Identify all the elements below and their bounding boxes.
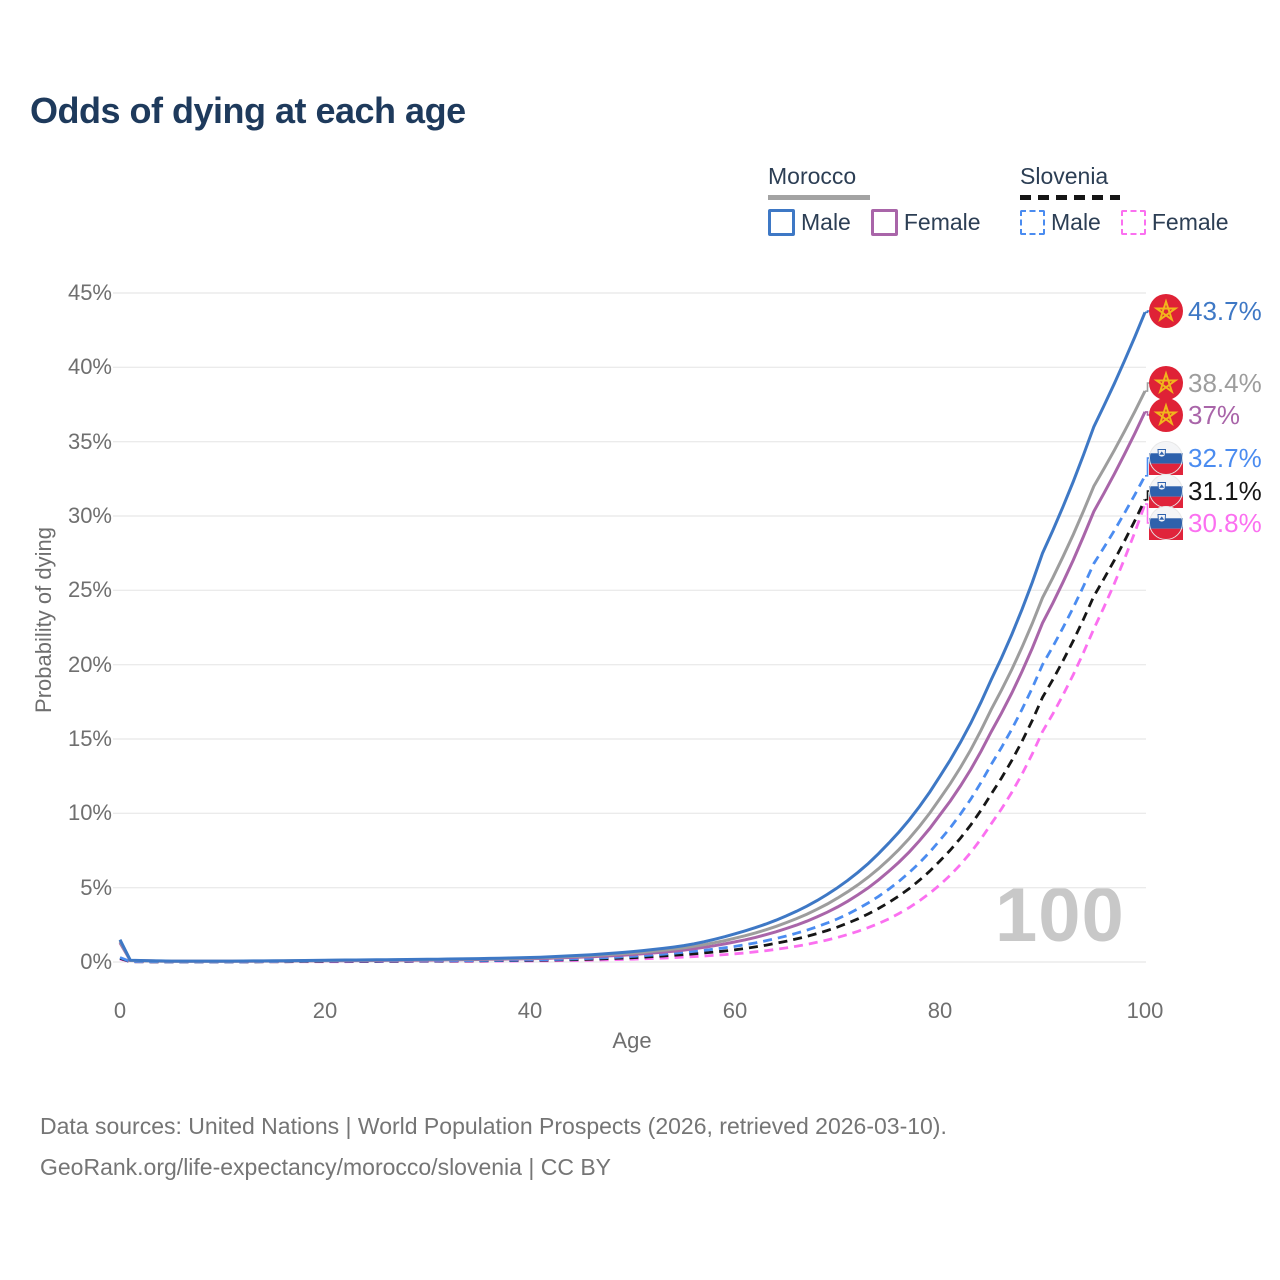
morocco-male-legend-label[interactable]: Male [801, 209, 851, 235]
legend-group-slovenia: Slovenia Male Female [1020, 163, 1243, 236]
slovenia-combined-line-swatch [1020, 195, 1120, 200]
y-tick-label: 5% [80, 874, 112, 900]
y-tick-label: 20% [67, 651, 112, 677]
page-title: Odds of dying at each age [30, 90, 466, 131]
y-tick-label: 0% [80, 949, 112, 974]
end-label-row-slovenia-both-sexes[interactable]: 31.1% [1149, 474, 1262, 508]
footer-line-1: Data sources: United Nations | World Pop… [40, 1113, 947, 1139]
y-tick-label: 30% [67, 502, 112, 528]
morocco-flag-icon [1149, 294, 1183, 328]
x-tick-label: 80 [927, 998, 953, 1023]
end-label-row-slovenia-female[interactable]: 30.8% [1149, 506, 1262, 540]
y-tick-label: 15% [67, 725, 112, 751]
end-label-row-morocco-female[interactable]: 37% [1149, 398, 1240, 432]
slovenia-flag-icon [1149, 474, 1183, 508]
slovenia-female-swatch-icon[interactable] [1120, 210, 1146, 235]
legend-country-morocco[interactable]: Morocco [768, 163, 857, 189]
series-line-morocco-female[interactable] [118, 411, 1147, 963]
end-label-connector [1145, 490, 1150, 501]
x-tick-label: 40 [517, 998, 543, 1023]
footer-line-2[interactable]: GeoRank.org/life-expectancy/morocco/slov… [40, 1154, 612, 1180]
x-tick-label: 60 [722, 998, 748, 1023]
morocco-flag-icon [1149, 366, 1183, 400]
end-label-row-slovenia-male[interactable]: 32.7% [1149, 441, 1262, 475]
slovenia-male-swatch-icon[interactable] [1020, 210, 1045, 235]
end-label-connector [1145, 310, 1150, 314]
end-label-connector [1145, 382, 1150, 392]
end-label-connector [1145, 503, 1150, 524]
end-label-row-morocco-both-sexes[interactable]: 38.4% [1149, 366, 1262, 400]
footer: Data sources: United Nations | World Pop… [40, 1106, 947, 1188]
y-tick-label: 40% [67, 354, 112, 380]
end-label-connector [1145, 411, 1150, 416]
legend-country-slovenia[interactable]: Slovenia [1020, 163, 1109, 189]
y-tick-label: 25% [67, 577, 112, 603]
morocco-female-legend-label[interactable]: Female [903, 209, 981, 235]
x-tick-label: 0 [113, 998, 127, 1023]
y-tick-label: 45% [67, 279, 112, 305]
morocco-male-swatch-icon[interactable] [768, 209, 795, 236]
end-label-value: 32.7% [1188, 442, 1262, 473]
slovenia-flag-icon [1149, 441, 1183, 475]
end-label-value: 43.7% [1188, 295, 1262, 326]
y-tick-label: 10% [67, 800, 112, 826]
legend-group-morocco: Morocco Male Female [768, 163, 995, 236]
end-label-connector [1145, 457, 1150, 477]
morocco-combined-line-swatch [768, 195, 870, 200]
end-label-value: 38.4% [1188, 367, 1262, 398]
series-line-slovenia-male[interactable] [119, 475, 1147, 964]
x-tick-label: 100 [1126, 998, 1164, 1023]
slovenia-male-legend-label[interactable]: Male [1051, 209, 1101, 235]
end-label-value: 30.8% [1188, 507, 1262, 538]
end-label-value: 31.1% [1188, 475, 1262, 506]
x-tick-label: 20 [312, 998, 338, 1023]
morocco-female-swatch-icon[interactable] [870, 209, 898, 236]
x-axis-title: Age [612, 1028, 652, 1053]
series-line-morocco-male[interactable] [118, 311, 1147, 963]
y-tick-label: 35% [67, 428, 112, 454]
end-label-row-morocco-male[interactable]: 43.7% [1149, 294, 1262, 328]
end-label-value: 37% [1188, 399, 1241, 430]
slovenia-female-legend-label[interactable]: Female [1151, 209, 1229, 235]
slovenia-flag-icon [1149, 506, 1183, 540]
morocco-flag-icon [1149, 398, 1183, 432]
